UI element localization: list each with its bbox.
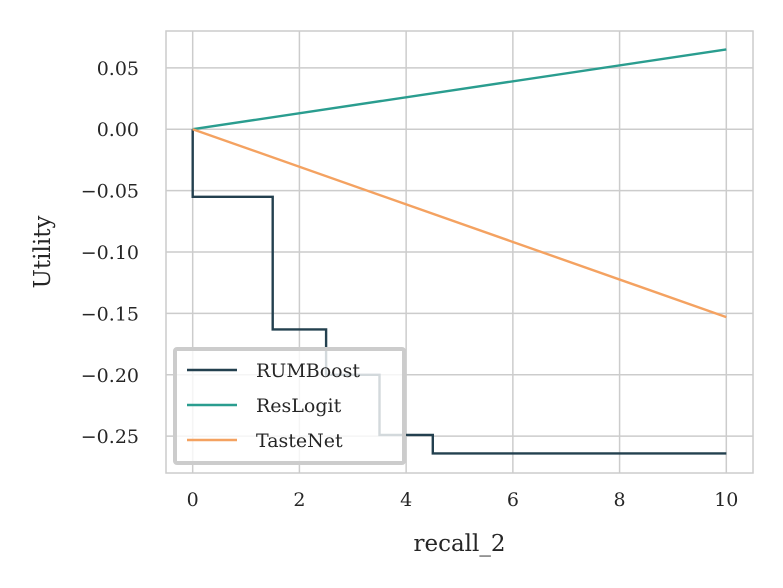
legend-label: TasteNet (256, 430, 343, 452)
y-tick-label: −0.25 (81, 426, 139, 448)
y-axis-label: Utility (30, 216, 56, 289)
y-tick-label: −0.05 (81, 181, 139, 203)
x-tick-label: 8 (614, 489, 626, 511)
series-line-reslogit (192, 48, 727, 131)
plot-frame (165, 30, 754, 474)
y-tick-label: 0.00 (97, 119, 139, 141)
legend-label: ResLogit (256, 395, 342, 417)
series-line-tastenet (192, 128, 727, 319)
y-tick-label: −0.20 (81, 365, 139, 387)
x-axis-label: recall_2 (413, 531, 505, 557)
x-tick-label: 10 (714, 489, 738, 511)
x-tick-label: 2 (293, 489, 305, 511)
x-tick-label: 4 (400, 489, 412, 511)
legend-box (173, 347, 406, 465)
legend-label: RUMBoost (256, 360, 360, 382)
x-tick-label: 6 (507, 489, 519, 511)
y-tick-label: −0.10 (81, 242, 139, 264)
x-tick-labels: 0 2 4 6 8 10 (187, 489, 739, 511)
y-tick-label: 0.05 (97, 58, 139, 80)
y-tick-label: −0.15 (81, 303, 139, 325)
x-tick-label: 0 (187, 489, 199, 511)
legend: RUMBoost ResLogit TasteNet (173, 347, 406, 465)
y-tick-labels: 0.05 0.00 −0.05 −0.10 −0.15 −0.20 −0.25 (81, 58, 139, 448)
